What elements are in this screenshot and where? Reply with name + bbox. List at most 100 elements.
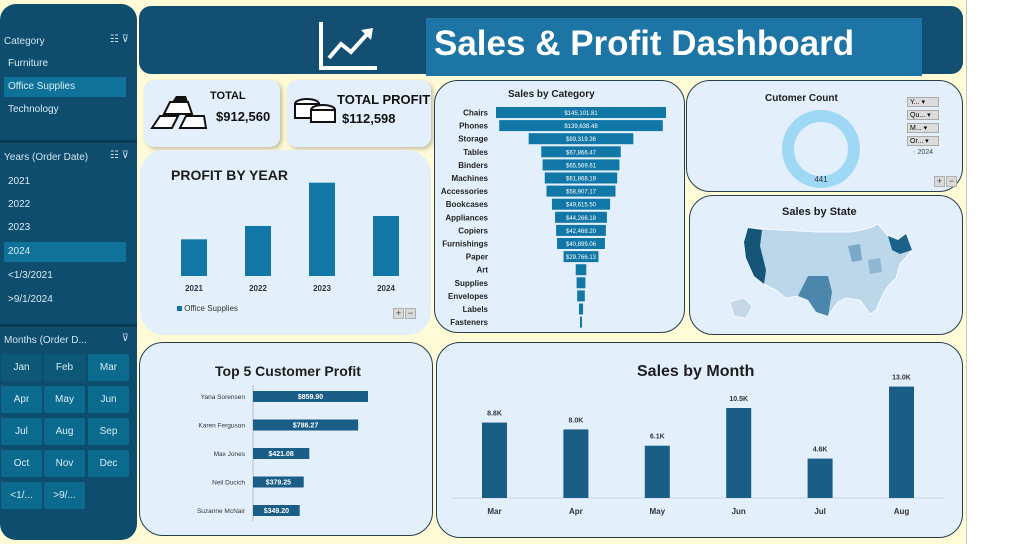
slicer-item-2021[interactable]: 2021 [8, 176, 31, 187]
month-btn-jul[interactable]: Jul [1, 418, 42, 445]
profit-by-year-chart: 2021 2022 2023 2024 [181, 182, 399, 293]
customer-count-filters: Y... ▾ Qu... ▾ M... ▾ Or... ▾ ▪ 2024 [907, 97, 939, 156]
year-tick-label: 2024 [377, 284, 395, 293]
category-value-label: $44,266.18 [566, 216, 597, 222]
month-btn-may[interactable]: May [44, 386, 85, 413]
month-btn-mar[interactable]: Mar [88, 354, 129, 381]
collapse-button[interactable]: − [946, 176, 957, 187]
category-value-label: $89,319.36 [566, 137, 597, 143]
category-bar [542, 159, 620, 171]
month-tick-label: Mar [487, 507, 501, 516]
state-alaska [729, 297, 753, 319]
customer-value-label: $379.25 [266, 480, 291, 487]
top5-title: Top 5 Customer Profit [215, 363, 361, 379]
expand-button[interactable]: + [934, 176, 945, 187]
month-bar [482, 422, 507, 498]
filter-button-month[interactable]: M... ▾ [907, 123, 939, 133]
category-bar [556, 224, 606, 236]
profit-by-year-legend: Office Supplies [177, 304, 238, 313]
filter-button-quarter[interactable]: Qu... ▾ [907, 110, 939, 120]
month-tick-label: Jul [814, 507, 826, 516]
category-bar [577, 290, 585, 302]
filter-button-order[interactable]: Or... ▾ [907, 136, 939, 146]
category-value-label: $61,868.19 [566, 177, 597, 183]
customer-bar [253, 505, 300, 516]
customer-bar [253, 391, 368, 402]
category-value-label: $145,101.81 [564, 111, 598, 117]
slicer-item-before-2021[interactable]: <1/3/2021 [8, 270, 53, 281]
line-chart-icon [319, 22, 377, 70]
month-btn-jan[interactable]: Jan [1, 354, 42, 381]
slicer-item-technology[interactable]: Technology [8, 104, 59, 115]
sales-by-category-card: Sales by Category Chairs $145,101.81 Phone… [434, 80, 685, 333]
collapse-button[interactable]: − [405, 308, 416, 319]
category-bar [551, 198, 611, 210]
slicer-item-after-2024[interactable]: >9/1/2024 [8, 294, 53, 305]
month-btn-dec[interactable]: Dec [88, 450, 129, 477]
clear-filter-icon[interactable]: ☷ ⊽ [109, 150, 129, 161]
top5-card: Top 5 Customer Profit Yana Sorensen $859.… [139, 342, 433, 536]
category-label: Envelopes [448, 292, 489, 301]
category-bar [499, 120, 663, 132]
customer-value-label: $421.08 [269, 451, 294, 458]
month-btn-sep[interactable]: Sep [88, 418, 129, 445]
slicer-panel: Category ☷ ⊽ Furniture Office Supplies T… [0, 4, 137, 540]
slicer-item-2022[interactable]: 2022 [8, 199, 31, 210]
category-bar [528, 133, 634, 145]
months-slicer-header: Months (Order D... ⊽ [0, 329, 137, 351]
years-slicer-title: Years (Order Date) [4, 152, 89, 163]
month-btn-feb[interactable]: Feb [44, 354, 85, 381]
year-tick-label: 2023 [313, 284, 331, 293]
months-slicer-title: Months (Order D... [4, 335, 87, 346]
month-tick-label: Apr [569, 507, 583, 516]
clear-filter-icon[interactable]: ☷ ⊽ [109, 34, 129, 45]
legend-swatch: ▪ [913, 149, 916, 156]
filter-label: Y... [910, 99, 920, 106]
category-label: Tables [463, 148, 488, 157]
month-btn-jun[interactable]: Jun [88, 386, 129, 413]
filter-label: Or... [910, 138, 924, 145]
category-label: Accessories [441, 187, 489, 196]
category-value-label: $139,638.48 [564, 124, 598, 130]
legend-label: 2024 [917, 149, 934, 156]
kpi-profit-label: TOTAL PROFIT [337, 92, 431, 107]
us-map [729, 223, 913, 319]
month-value-label: 4.6K [813, 447, 828, 454]
category-slicer-title: Category [4, 36, 45, 47]
year-tick-label: 2022 [249, 284, 267, 293]
category-value-label: $42,468.20 [566, 229, 597, 235]
month-btn-apr[interactable]: Apr [1, 386, 42, 413]
month-btn-aug[interactable]: Aug [44, 418, 85, 445]
expand-button[interactable]: + [393, 308, 404, 319]
year-bar [309, 182, 335, 276]
category-value-label: $29,766.13 [566, 255, 597, 261]
customer-count-title: Cutomer Count [765, 93, 838, 104]
slicer-item-office-supplies[interactable]: Office Supplies [4, 77, 126, 97]
sheet-edge [966, 0, 967, 544]
category-label: Appliances [445, 213, 488, 222]
customer-bar [253, 476, 304, 488]
filter-button-year[interactable]: Y... ▾ [907, 97, 939, 107]
clear-filter-icon[interactable]: ⊽ [121, 333, 129, 344]
title-box: Sales & Profit Dashboard [426, 18, 922, 76]
category-bar [541, 146, 621, 158]
years-slicer: Years (Order Date) ☷ ⊽ 2021 2022 2023 20… [0, 146, 137, 316]
years-slicer-header: Years (Order Date) ☷ ⊽ [0, 146, 137, 168]
slicer-divider [0, 140, 137, 143]
title-bar: Sales & Profit Dashboard [139, 6, 963, 76]
month-btn-after[interactable]: >9/... [44, 482, 85, 509]
month-tick-label: Aug [894, 507, 910, 516]
month-btn-nov[interactable]: Nov [44, 450, 85, 477]
slicer-item-2023[interactable]: 2023 [8, 222, 31, 233]
month-value-label: 6.1K [650, 434, 665, 441]
month-btn-oct[interactable]: Oct [1, 450, 42, 477]
month-bar [889, 386, 914, 498]
filter-label: Qu... [910, 112, 926, 119]
slicer-item-2024[interactable]: 2024 [4, 242, 126, 262]
month-btn-before[interactable]: <1/... [1, 482, 42, 509]
us-mainland [743, 223, 913, 317]
category-label: Chairs [463, 109, 488, 118]
slicer-item-furniture[interactable]: Furniture [8, 58, 49, 69]
state-california-region [744, 228, 766, 284]
customer-value-label: $349.20 [264, 508, 289, 515]
